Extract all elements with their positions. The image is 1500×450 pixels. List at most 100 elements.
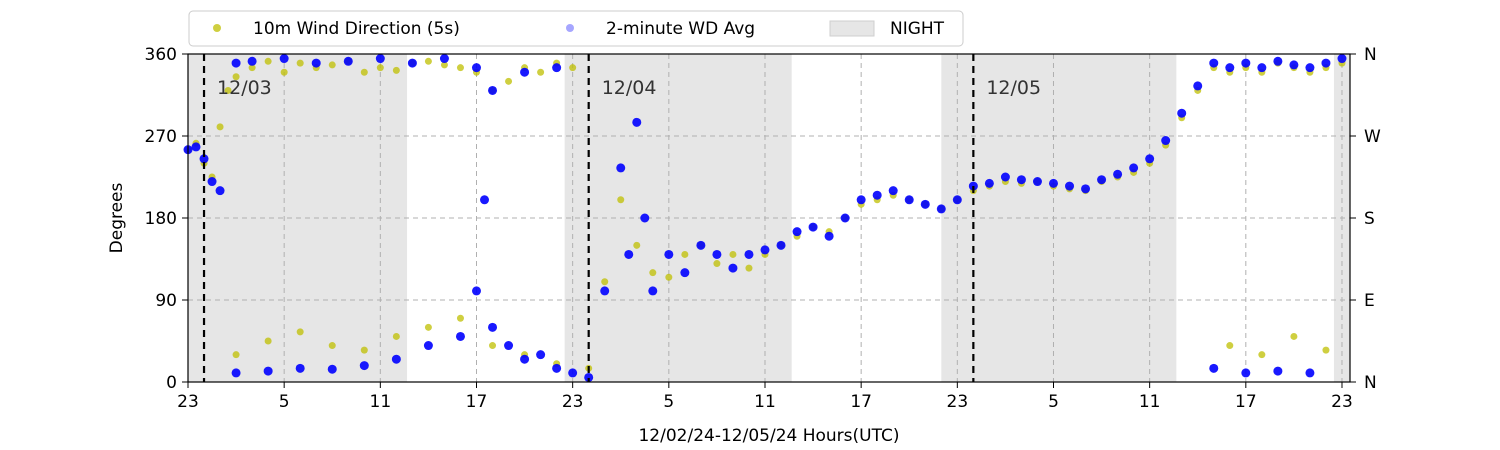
data-point [537,68,545,76]
data-point [649,269,657,277]
data-point [1193,81,1203,91]
x-tick-label: 5 [1048,392,1059,412]
legend-marker [213,24,221,32]
data-point [1273,56,1283,66]
data-point [231,368,241,378]
data-point [440,61,448,69]
data-point [633,241,641,249]
data-point [231,58,241,68]
data-point [407,58,417,68]
y-axis-label: Degrees [107,182,127,253]
data-point [439,54,449,64]
data-point [1209,58,1219,68]
data-point [391,354,401,364]
data-point [248,64,256,72]
data-point [280,68,288,76]
series-wd-2min-avg [183,54,1347,382]
x-tick-label: 11 [1139,392,1161,412]
legend-label: 10m Wind Direction (5s) [253,19,460,39]
x-tick-label: 5 [663,392,674,412]
data-point [1225,63,1235,73]
data-point [640,213,650,223]
data-point [1048,178,1058,188]
x-tick-label: 17 [1235,392,1257,412]
data-point [520,67,530,77]
data-point [263,366,273,376]
data-point [456,64,464,72]
y-tick-label: 0 [166,373,177,393]
data-point [1145,154,1155,164]
data-point [1081,184,1091,194]
data-point [856,195,866,205]
day-marker-label: 12/05 [986,77,1041,99]
x-tick-label: 17 [850,392,872,412]
data-point [1129,163,1139,173]
data-point [824,231,834,241]
data-point [568,368,578,378]
data-point [471,63,481,73]
data-point [728,263,738,273]
data-point [681,250,689,258]
data-point [1161,136,1171,146]
data-point [207,177,217,187]
data-point [520,354,530,364]
data-point [488,85,498,95]
compass-tick-label: S [1364,209,1375,229]
legend-patch [829,20,875,37]
data-point [632,117,642,127]
compass-tick-label: N [1364,373,1377,393]
data-point [424,323,432,331]
x-tick-label: 5 [279,392,290,412]
day-marker-label: 12/03 [217,77,272,99]
legend-label: NIGHT [890,19,945,39]
data-point [423,341,433,351]
night-band [941,54,1177,382]
y-tick-label: 360 [145,45,177,65]
data-point [247,56,257,66]
data-point [360,346,368,354]
data-point [1032,177,1042,187]
data-point [504,341,514,351]
data-point [311,58,321,68]
data-point [1097,175,1107,185]
data-point [888,186,898,196]
data-point [1290,332,1298,340]
data-point [729,250,737,258]
data-point [808,222,818,232]
data-point [760,245,770,255]
data-point [216,123,224,131]
data-point [1000,172,1010,182]
data-point [1258,351,1266,359]
day-marker-label: 12/04 [602,77,657,99]
data-point [664,249,674,259]
data-point [295,363,305,373]
data-point [1113,169,1123,179]
data-point [359,361,369,371]
data-point [1305,63,1315,73]
data-point [680,268,690,278]
data-point [665,273,673,281]
data-point [569,64,577,72]
data-point [489,342,497,350]
data-point [617,196,625,204]
data-point [224,86,232,94]
data-point [1209,363,1219,373]
data-point [1322,346,1330,354]
data-point [488,322,498,332]
data-point [215,186,225,196]
data-point [616,163,626,173]
legend-label: 2-minute WD Avg [606,19,755,39]
data-point [920,199,930,209]
y-tick-label: 270 [145,127,177,147]
x-axis-label: 12/02/24-12/05/24 Hours(UTC) [638,426,899,446]
data-point [1016,175,1026,185]
data-point [328,342,336,350]
data-point [1305,368,1315,378]
data-point [232,351,240,359]
data-point [1289,60,1299,70]
series-layer [183,54,1347,382]
data-point [536,350,546,360]
data-point [584,372,594,382]
data-point [624,249,634,259]
